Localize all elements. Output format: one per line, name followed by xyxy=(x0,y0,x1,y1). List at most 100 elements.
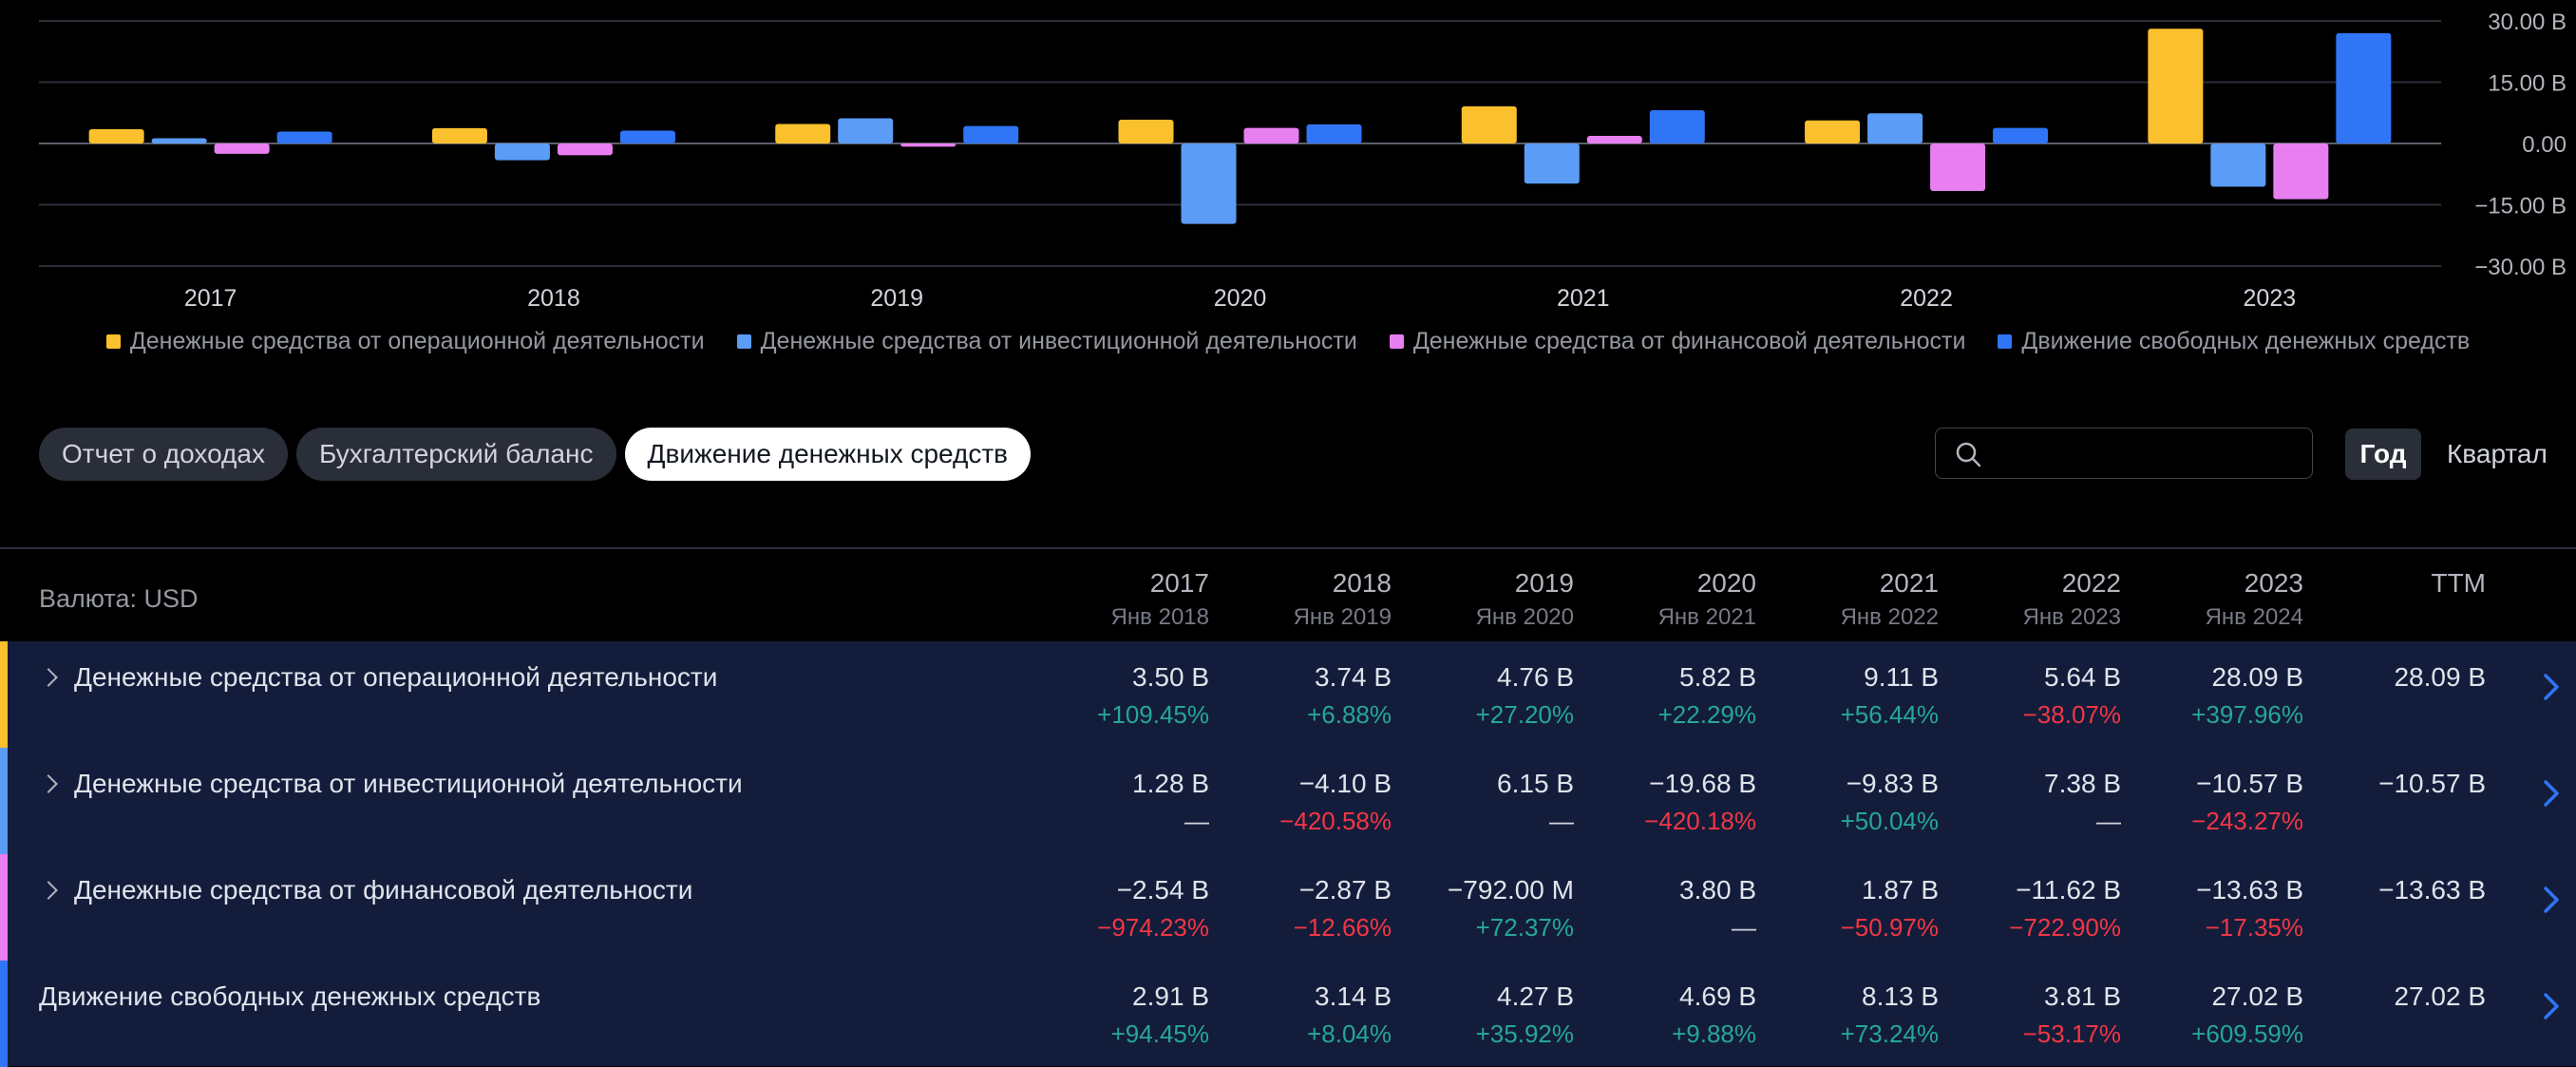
cell-value: 27.02 B xyxy=(2394,981,2486,1011)
row-color-marker xyxy=(0,961,8,1067)
table-cell: −19.68 B −420.18% xyxy=(1574,748,1756,836)
table-header: Валюта: USD 2017 Янв 2018 2018 Янв 2019 2019… xyxy=(0,551,2576,641)
row-label[interactable]: Денежные средства от операционной деятел… xyxy=(39,662,717,693)
legend-item[interactable]: Денежные средства от операционной деятел… xyxy=(105,328,705,355)
bar[interactable] xyxy=(1805,120,1861,143)
table-cell: −792.00 M +72.37% xyxy=(1392,854,1574,943)
bar[interactable] xyxy=(2273,143,2329,200)
cell-change: −420.18% xyxy=(1644,807,1756,835)
column-year: TTM xyxy=(2431,568,2486,598)
cell-value: 7.38 B xyxy=(2044,769,2121,798)
chevron-right-icon[interactable] xyxy=(2538,989,2565,1023)
row-label[interactable]: Денежные средства от финансовой деятельн… xyxy=(39,875,692,905)
bar[interactable] xyxy=(1524,143,1580,184)
legend-swatch xyxy=(105,334,121,349)
cell-value: −2.87 B xyxy=(1298,875,1392,905)
chevron-right-icon[interactable] xyxy=(39,774,58,793)
cell-change: −722.90% xyxy=(2009,913,2121,942)
table-row[interactable]: Денежные средства от инвестиционной деят… xyxy=(0,748,2576,854)
cell-change: −974.23% xyxy=(1097,913,1209,942)
bar[interactable] xyxy=(838,118,894,143)
table-cell: 6.15 B — xyxy=(1392,748,1574,836)
y-tick-label: 15.00 B xyxy=(2488,71,2567,97)
chevron-right-icon[interactable] xyxy=(39,881,58,900)
bar[interactable] xyxy=(88,128,144,143)
cell-change: +27.20% xyxy=(1475,700,1574,729)
table-row[interactable]: Денежные средства от финансовой деятельн… xyxy=(0,854,2576,961)
divider xyxy=(0,547,2576,549)
row-label[interactable]: Денежные средства от инвестиционной деят… xyxy=(39,769,743,799)
column-header: 2017 Янв 2018 xyxy=(1027,568,1209,631)
legend-item[interactable]: Движение свободных денежных средств xyxy=(1998,328,2470,355)
chevron-right-icon[interactable] xyxy=(2538,883,2565,917)
bar[interactable] xyxy=(1649,110,1705,143)
bar[interactable] xyxy=(214,143,270,154)
legend-item[interactable]: Денежные средства от финансовой деятельн… xyxy=(1389,328,1965,355)
chevron-right-icon[interactable] xyxy=(39,668,58,687)
column-period: Янв 2018 xyxy=(1110,604,1209,630)
bar[interactable] xyxy=(2210,143,2266,187)
bar[interactable] xyxy=(1181,143,1237,224)
cell-change: −53.17% xyxy=(2022,1019,2121,1048)
table-cell: 3.14 B +8.04% xyxy=(1209,961,1392,1049)
table-cell: 7.38 B — xyxy=(1939,748,2121,836)
column-header: 2023 Янв 2024 xyxy=(2121,568,2303,631)
cell-value: −9.83 B xyxy=(1846,769,1939,798)
table-cell: −10.57 B −243.27% xyxy=(2121,748,2303,836)
table-cell: 27.02 B +609.59% xyxy=(2121,961,2303,1049)
bar[interactable] xyxy=(1586,135,1642,143)
bar[interactable] xyxy=(1118,119,1174,143)
bar[interactable] xyxy=(775,124,831,143)
bar[interactable] xyxy=(963,125,1019,143)
x-tick-label: 2020 xyxy=(1214,285,1267,312)
currency-label: Валюта: USD xyxy=(39,584,199,613)
period-quarter-button[interactable]: Квартал xyxy=(2447,439,2548,468)
bar[interactable] xyxy=(1930,143,1986,191)
cell-value: 4.27 B xyxy=(1497,981,1574,1011)
cell-value: 1.28 B xyxy=(1132,769,1209,798)
row-color-marker xyxy=(0,641,8,748)
cell-value: −19.68 B xyxy=(1649,769,1756,798)
column-year: 2017 xyxy=(1149,568,1209,598)
table-cell: 5.82 B +22.29% xyxy=(1574,641,1756,730)
row-color-marker xyxy=(0,854,8,961)
bar[interactable] xyxy=(431,127,487,143)
table-cell: −13.63 B xyxy=(2303,854,2486,905)
bar[interactable] xyxy=(151,138,207,143)
column-header: 2019 Янв 2020 xyxy=(1392,568,1574,631)
legend-item[interactable]: Денежные средства от инвестиционной деят… xyxy=(736,328,1357,355)
bar[interactable] xyxy=(1867,113,1923,143)
bar[interactable] xyxy=(1993,127,2049,143)
bar[interactable] xyxy=(2148,29,2204,144)
table-row[interactable]: Движение свободных денежных средств 2.91 … xyxy=(0,961,2576,1067)
table-cell: 3.50 B +109.45% xyxy=(1027,641,1209,730)
bar[interactable] xyxy=(900,143,957,147)
chevron-right-icon[interactable] xyxy=(2538,670,2565,704)
search-input[interactable] xyxy=(1935,428,2313,479)
bar[interactable] xyxy=(1306,124,1362,143)
bar[interactable] xyxy=(276,131,332,143)
bar[interactable] xyxy=(1461,105,1517,143)
bar[interactable] xyxy=(1243,127,1299,143)
cell-value: 27.02 B xyxy=(2211,981,2303,1011)
table-row[interactable]: Денежные средства от операционной деятел… xyxy=(0,641,2576,748)
tab-0[interactable]: Отчет о доходах xyxy=(39,428,288,481)
bar[interactable] xyxy=(619,130,675,143)
y-tick-label: 30.00 B xyxy=(2488,10,2567,35)
table-cell: −10.57 B xyxy=(2303,748,2486,799)
tab-2[interactable]: Движение денежных средств xyxy=(624,428,1032,481)
cell-change: −17.35% xyxy=(2205,913,2303,942)
cell-value: 6.15 B xyxy=(1497,769,1574,798)
cell-value: 3.74 B xyxy=(1315,662,1392,692)
cell-change: −420.58% xyxy=(1279,807,1392,835)
period-year-button[interactable]: Год xyxy=(2345,429,2421,480)
tab-1[interactable]: Бухгалтерский баланс xyxy=(295,428,616,481)
bar[interactable] xyxy=(494,143,550,161)
legend-swatch xyxy=(736,334,751,349)
column-period: Янв 2024 xyxy=(2205,604,2303,630)
table-cell: −2.54 B −974.23% xyxy=(1027,854,1209,943)
chevron-right-icon[interactable] xyxy=(2538,776,2565,810)
column-period: Янв 2021 xyxy=(1657,604,1756,630)
bar[interactable] xyxy=(2336,32,2392,144)
bar[interactable] xyxy=(557,143,613,156)
